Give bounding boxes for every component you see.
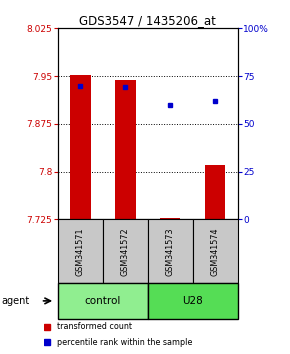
Bar xyxy=(58,283,148,319)
Bar xyxy=(58,219,103,283)
Text: U28: U28 xyxy=(182,296,203,306)
Bar xyxy=(205,165,225,219)
Text: GSM341571: GSM341571 xyxy=(76,227,85,276)
Text: agent: agent xyxy=(1,296,30,306)
Bar xyxy=(115,80,135,219)
Bar xyxy=(160,218,180,219)
Bar xyxy=(148,219,193,283)
Text: GSM341574: GSM341574 xyxy=(211,227,220,276)
Text: transformed count: transformed count xyxy=(57,322,132,331)
Bar xyxy=(193,219,238,283)
Text: percentile rank within the sample: percentile rank within the sample xyxy=(57,338,193,347)
Bar xyxy=(70,75,90,219)
Text: control: control xyxy=(85,296,121,306)
Text: GSM341572: GSM341572 xyxy=(121,227,130,276)
Bar xyxy=(103,219,148,283)
Bar xyxy=(148,283,238,319)
Title: GDS3547 / 1435206_at: GDS3547 / 1435206_at xyxy=(79,14,216,27)
Text: GSM341573: GSM341573 xyxy=(166,227,175,276)
